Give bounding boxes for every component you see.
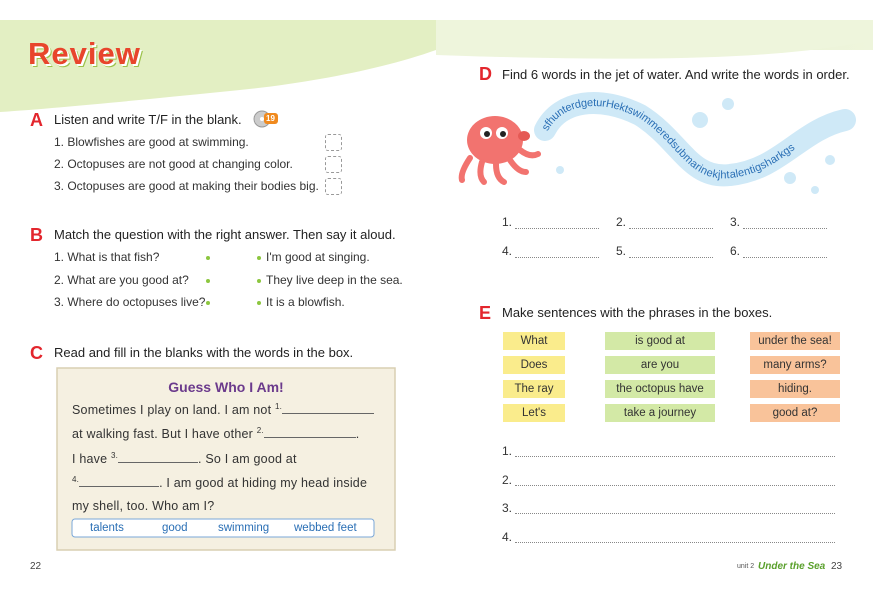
sentence-number: 3. bbox=[502, 501, 513, 516]
jet-letters: sfhunterdgeturHektswimmeredsubmarinekjht… bbox=[540, 97, 798, 181]
passage-text: . bbox=[355, 427, 360, 442]
tf-box bbox=[325, 134, 342, 151]
phrase-chip: What bbox=[503, 332, 565, 350]
answer-line bbox=[515, 542, 835, 544]
page-number: 22 bbox=[30, 561, 42, 572]
instruction: Read and fill in the blanks with the wor… bbox=[54, 345, 354, 360]
passage-text: . I am good at hiding my head inside bbox=[159, 476, 368, 491]
answer-line bbox=[743, 228, 827, 229]
page-number: 23 bbox=[831, 561, 843, 572]
track-number: 19 bbox=[266, 114, 275, 123]
phrase-chip: Let's bbox=[503, 404, 565, 422]
answer: I'm good at singing. bbox=[266, 250, 370, 264]
phrase-chip: good at? bbox=[750, 404, 840, 422]
answer: They live deep in the sea. bbox=[266, 272, 403, 287]
phrase-chip: take a journey bbox=[605, 404, 715, 422]
match-dot bbox=[257, 278, 261, 283]
blank-number: 6. bbox=[730, 244, 741, 258]
passage-line: at walking fast. But I have other 2.. bbox=[72, 426, 359, 441]
answer-line bbox=[743, 257, 827, 258]
phrase-chip: the octopus have bbox=[605, 380, 715, 398]
page-title: Review bbox=[28, 36, 141, 71]
blank-line bbox=[282, 403, 375, 415]
jet-text: sfhunterdgeturHektswimmeredsubmarinekjht… bbox=[540, 97, 798, 181]
passage-text: . So I am good at bbox=[198, 451, 297, 466]
question: 1. What is that fish? bbox=[54, 250, 160, 264]
phrase-chip: are you bbox=[605, 356, 715, 374]
passage-text: my shell, too. Who am I? bbox=[72, 499, 215, 514]
blank-number: 4. bbox=[502, 244, 513, 258]
word-choice: talents bbox=[90, 522, 124, 534]
blank-number: 3. bbox=[730, 215, 741, 229]
answer-line bbox=[629, 228, 713, 229]
blank-line bbox=[118, 452, 199, 463]
passage-text: I have bbox=[72, 451, 108, 466]
statement: 1. Blowfishes are good at swimming. bbox=[54, 135, 249, 149]
question: 2. What are you good at? bbox=[54, 272, 189, 287]
blank-number: 1. bbox=[502, 215, 513, 229]
answer-line bbox=[515, 257, 599, 258]
blank-number: 4. bbox=[72, 474, 80, 484]
unit-title: Under the Sea bbox=[758, 561, 826, 572]
match-dot bbox=[257, 301, 261, 305]
word-choice: swimming bbox=[218, 522, 270, 534]
statement: 3. Octopuses are good at making their bo… bbox=[54, 179, 319, 193]
blank-line bbox=[79, 476, 160, 488]
box-title: Guess Who I Am! bbox=[168, 379, 284, 395]
tf-box bbox=[325, 156, 342, 173]
answer-line bbox=[515, 228, 599, 229]
phrase-chip: Does bbox=[503, 356, 565, 374]
sentence-number: 4. bbox=[502, 530, 513, 545]
section-letter: A bbox=[30, 110, 43, 130]
passage-line: my shell, too. Who am I? bbox=[72, 499, 214, 513]
section-letter: E bbox=[479, 303, 492, 323]
answer-line bbox=[629, 257, 713, 258]
phrase-chip: is good at bbox=[605, 332, 715, 350]
passage-line: 4. . I am good at hiding my head inside bbox=[72, 475, 367, 490]
match-dot bbox=[257, 256, 261, 260]
section-letter: C bbox=[30, 343, 43, 363]
instruction: Match the question with the right answer… bbox=[54, 227, 396, 242]
blank-number: 3. bbox=[110, 450, 119, 460]
blank-number: 5. bbox=[616, 244, 627, 258]
instruction: Find 6 words in the jet of water. And wr… bbox=[502, 67, 850, 82]
instruction: Make sentences with the phrases in the b… bbox=[502, 305, 773, 320]
phrase-chip: The ray bbox=[503, 380, 565, 398]
tf-box bbox=[325, 178, 342, 195]
sentence-number: 2. bbox=[502, 472, 513, 487]
match-dot bbox=[206, 278, 210, 283]
instruction: Listen and write T/F in the blank. bbox=[54, 112, 242, 127]
match-dot bbox=[206, 301, 210, 305]
answer-line bbox=[515, 484, 835, 486]
phrase-chip: under the sea! bbox=[750, 332, 840, 350]
question: 3. Where do octopuses live? bbox=[54, 295, 206, 309]
answer-line bbox=[515, 513, 835, 515]
blank-number: 2. bbox=[616, 215, 627, 229]
section-letter: B bbox=[30, 225, 43, 245]
section-letter: D bbox=[479, 64, 492, 84]
match-dot bbox=[206, 256, 210, 260]
phrase-chip: many arms? bbox=[750, 356, 840, 374]
word-choice: good bbox=[162, 522, 188, 534]
passage-text: at walking fast. But I have other bbox=[72, 427, 254, 442]
word-choice: webbed feet bbox=[294, 522, 357, 534]
answer: It is a blowfish. bbox=[266, 295, 345, 309]
blank-number: 2. bbox=[256, 426, 264, 436]
blank-number: 1. bbox=[274, 402, 283, 411]
phrase-chip: hiding. bbox=[750, 380, 840, 398]
passage-line: Sometimes I play on land. I am not 1. bbox=[72, 402, 375, 418]
unit-label: unit 2 bbox=[737, 563, 755, 570]
answer-line bbox=[515, 456, 835, 457]
blank-line bbox=[263, 427, 356, 439]
passage-line: I have 3. . So I am good at bbox=[72, 451, 297, 466]
sentence-number: 1. bbox=[502, 444, 513, 458]
statement: 2. Octopuses are not good at changing co… bbox=[54, 157, 293, 171]
passage-text: Sometimes I play on land. I am not bbox=[72, 403, 272, 418]
